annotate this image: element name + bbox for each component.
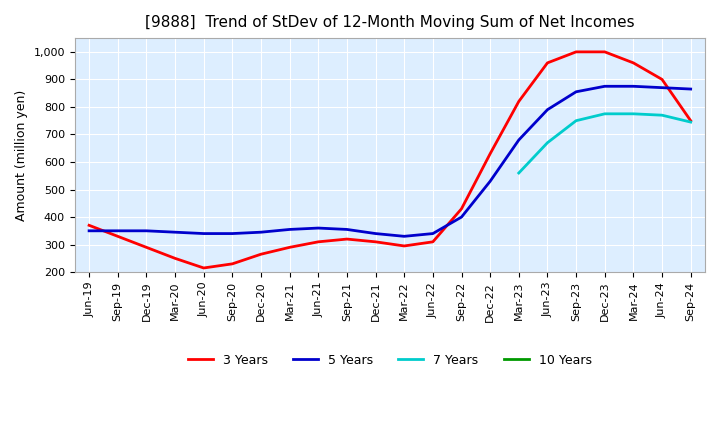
7 Years: [543, 140, 552, 145]
7 Years: [629, 111, 638, 117]
5 Years: [457, 214, 466, 220]
7 Years: [657, 113, 666, 118]
5 Years: [114, 228, 122, 234]
3 Years: [142, 245, 150, 250]
3 Years: [314, 239, 323, 245]
5 Years: [314, 225, 323, 231]
3 Years: [85, 223, 94, 228]
5 Years: [629, 84, 638, 89]
Line: 7 Years: 7 Years: [519, 114, 690, 173]
7 Years: [572, 118, 580, 123]
5 Years: [85, 228, 94, 234]
Line: 5 Years: 5 Years: [89, 86, 690, 236]
5 Years: [400, 234, 408, 239]
5 Years: [142, 228, 150, 234]
3 Years: [285, 245, 294, 250]
3 Years: [256, 252, 265, 257]
5 Years: [372, 231, 380, 236]
3 Years: [457, 206, 466, 212]
Legend: 3 Years, 5 Years, 7 Years, 10 Years: 3 Years, 5 Years, 7 Years, 10 Years: [184, 348, 596, 371]
Y-axis label: Amount (million yen): Amount (million yen): [15, 89, 28, 221]
3 Years: [400, 243, 408, 249]
3 Years: [486, 151, 495, 156]
5 Years: [572, 89, 580, 95]
3 Years: [372, 239, 380, 245]
3 Years: [543, 60, 552, 66]
3 Years: [686, 118, 695, 123]
3 Years: [199, 265, 208, 271]
5 Years: [199, 231, 208, 236]
5 Years: [515, 137, 523, 143]
5 Years: [171, 230, 179, 235]
7 Years: [600, 111, 609, 117]
5 Years: [285, 227, 294, 232]
5 Years: [600, 84, 609, 89]
3 Years: [572, 49, 580, 55]
3 Years: [600, 49, 609, 55]
3 Years: [515, 99, 523, 104]
3 Years: [428, 239, 437, 245]
5 Years: [543, 107, 552, 112]
3 Years: [657, 77, 666, 82]
5 Years: [228, 231, 237, 236]
5 Years: [686, 86, 695, 92]
3 Years: [171, 256, 179, 261]
7 Years: [686, 119, 695, 125]
3 Years: [629, 60, 638, 66]
7 Years: [515, 170, 523, 176]
5 Years: [657, 85, 666, 90]
3 Years: [114, 234, 122, 239]
5 Years: [343, 227, 351, 232]
3 Years: [228, 261, 237, 267]
Line: 3 Years: 3 Years: [89, 52, 690, 268]
Title: [9888]  Trend of StDev of 12-Month Moving Sum of Net Incomes: [9888] Trend of StDev of 12-Month Moving…: [145, 15, 635, 30]
5 Years: [256, 230, 265, 235]
5 Years: [428, 231, 437, 236]
5 Years: [486, 179, 495, 184]
3 Years: [343, 236, 351, 242]
